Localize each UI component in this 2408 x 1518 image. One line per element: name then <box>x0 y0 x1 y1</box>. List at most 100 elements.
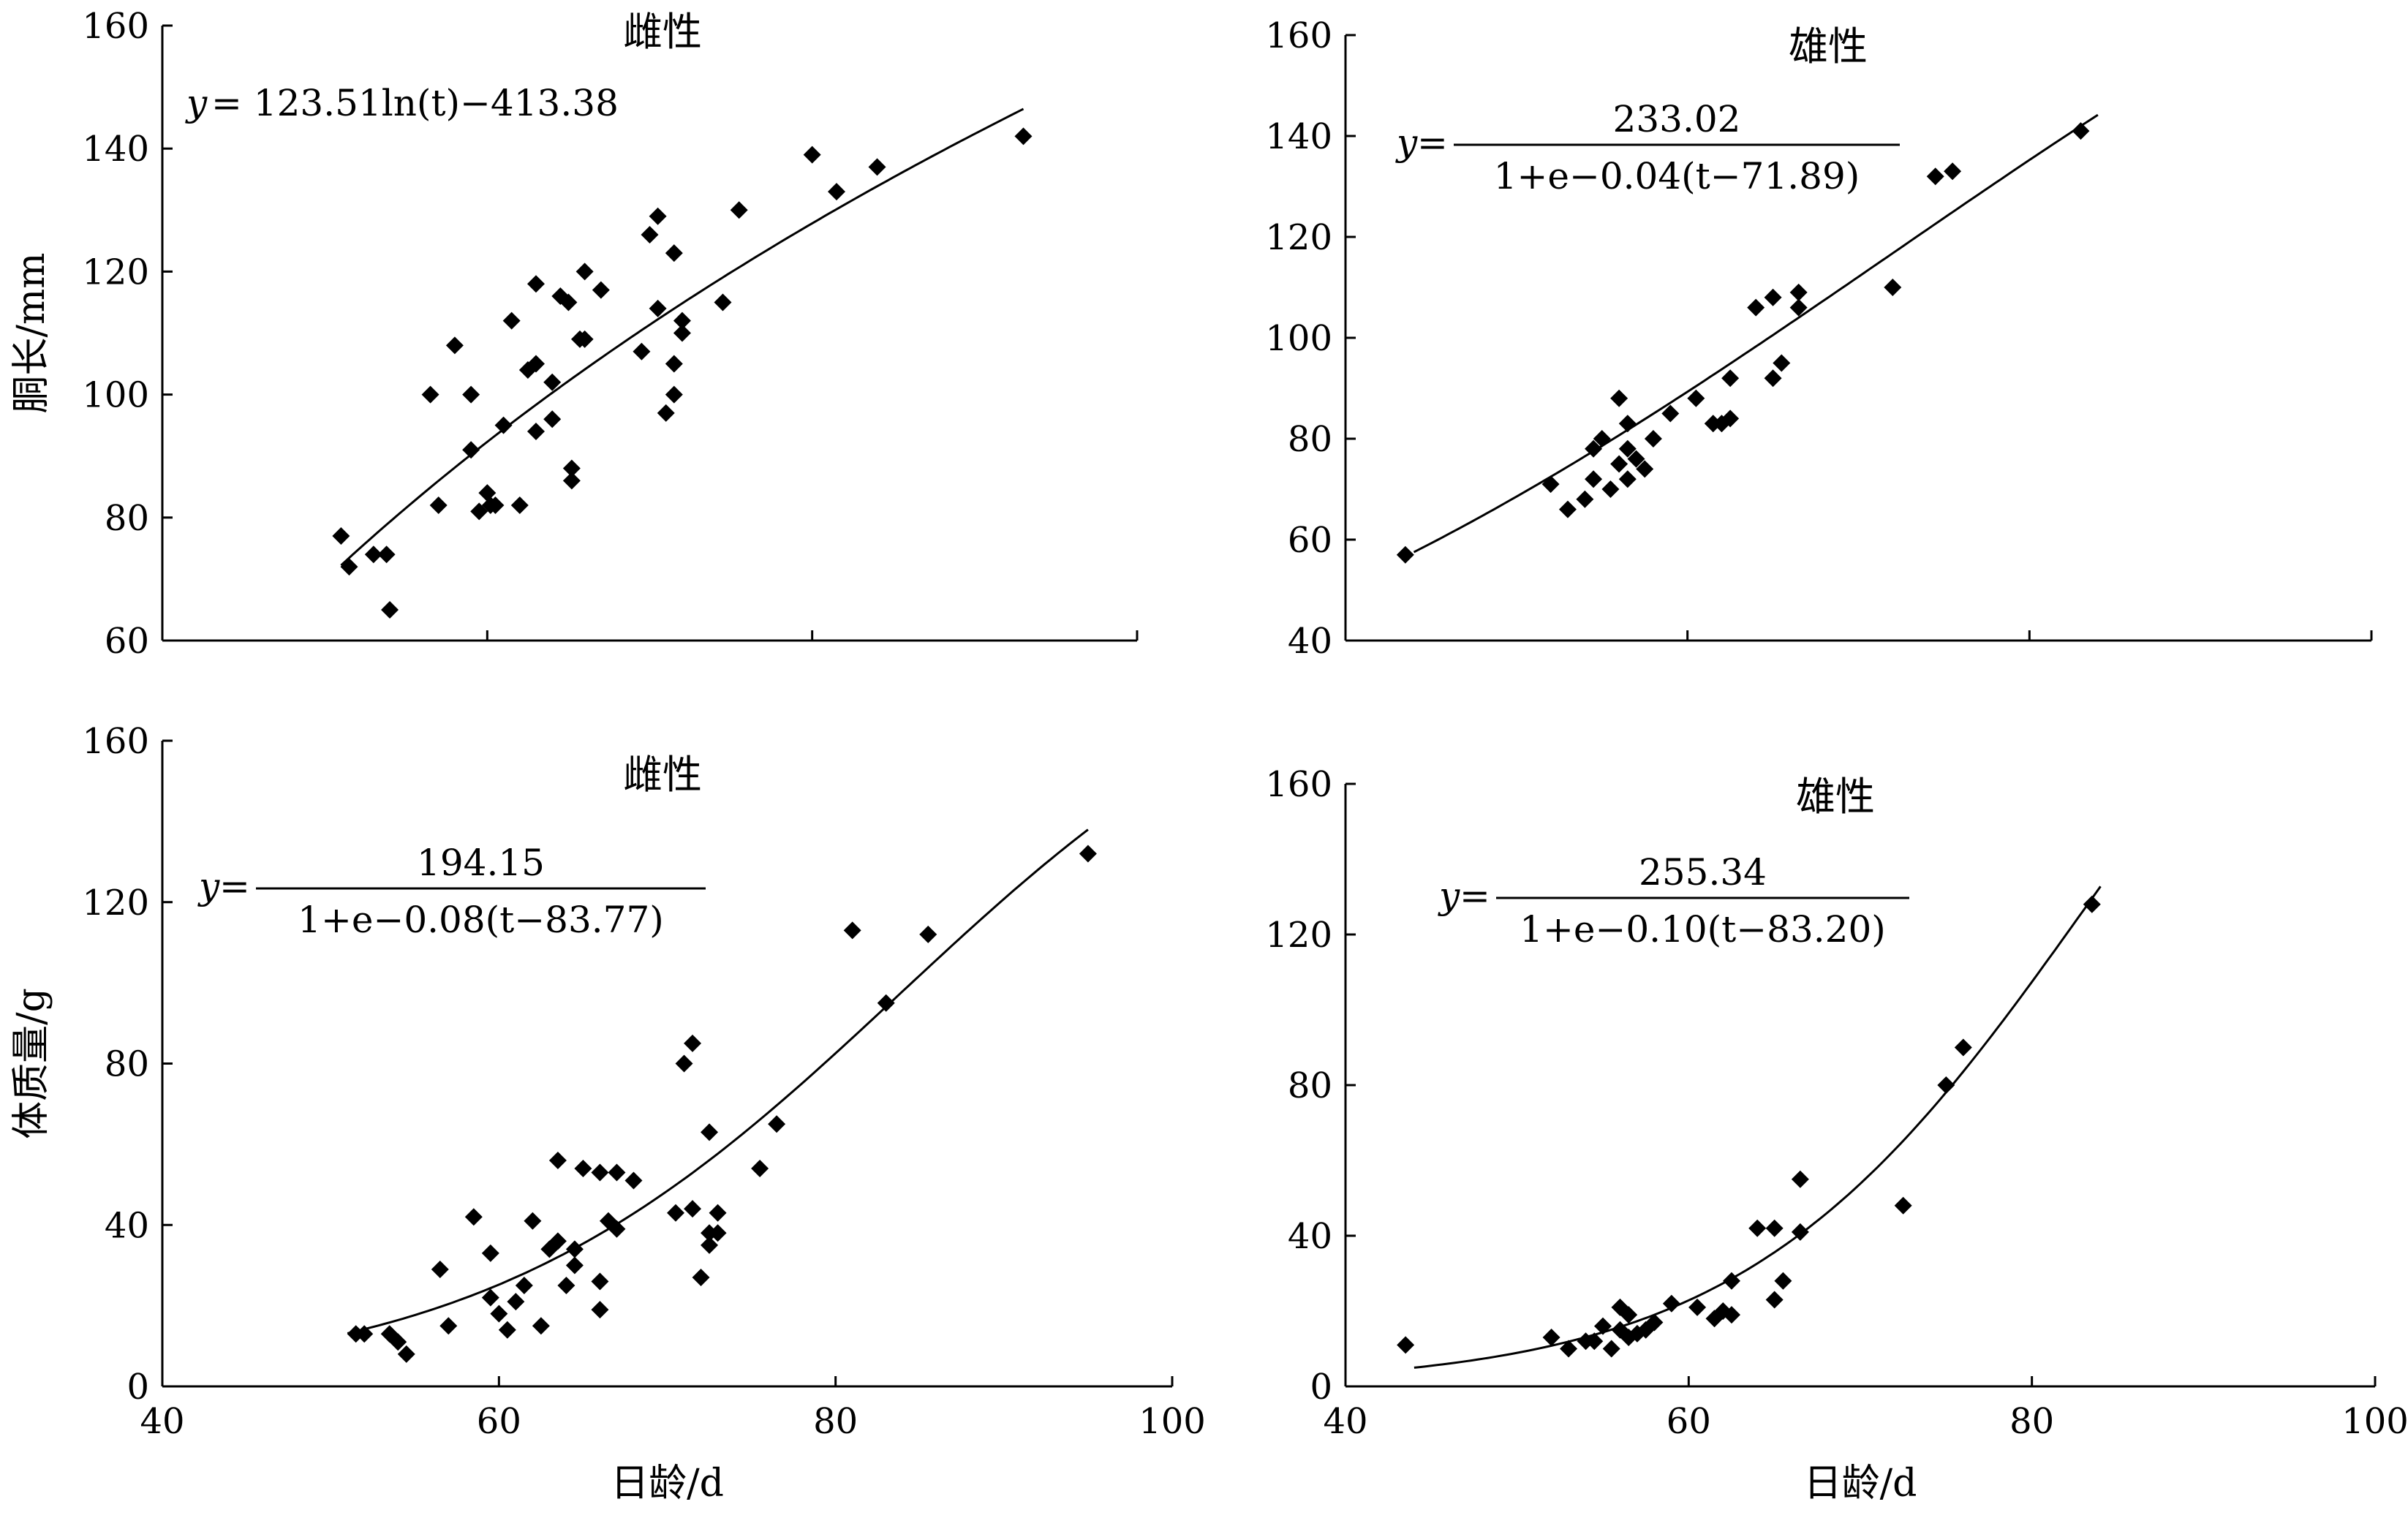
data-point <box>827 183 845 201</box>
data-point <box>575 330 594 348</box>
panel-title: 雌性 <box>623 752 702 798</box>
data-point <box>684 1034 702 1052</box>
equation-numerator: 255.34 <box>1639 851 1767 894</box>
data-point <box>557 1277 575 1295</box>
data-point <box>1789 283 1808 301</box>
data-point <box>675 1054 693 1073</box>
data-point <box>381 600 399 619</box>
data-point <box>608 1163 626 1182</box>
data-point <box>397 1345 415 1363</box>
data-point <box>624 1171 643 1190</box>
data-point <box>340 558 358 576</box>
data-point <box>1618 439 1637 458</box>
y-tick-label: 80 <box>105 498 149 539</box>
equation-rhs: = 123.51ln(t)−413.38 <box>211 82 619 124</box>
data-point <box>526 275 545 293</box>
data-point <box>919 925 937 943</box>
data-point <box>665 355 683 373</box>
data-point <box>1618 415 1637 433</box>
data-point <box>701 1236 719 1254</box>
y-axis-title: 体质量/g <box>10 988 53 1139</box>
data-point <box>526 355 545 373</box>
y-tick-label: 120 <box>1265 217 1332 258</box>
data-point <box>565 1240 584 1258</box>
data-point <box>1721 369 1740 388</box>
data-point <box>641 225 659 243</box>
data-point <box>877 994 895 1012</box>
data-point <box>633 342 651 360</box>
data-point <box>1944 162 1962 181</box>
data-point <box>481 1244 499 1262</box>
data-point <box>1791 1223 1809 1241</box>
data-point <box>1396 545 1414 564</box>
data-point <box>355 1325 374 1343</box>
data-point <box>1542 1329 1560 1347</box>
data-point <box>575 263 594 281</box>
data-point <box>502 311 521 330</box>
y-tick-label: 120 <box>82 252 149 292</box>
x-tick-label: 80 <box>813 1401 858 1442</box>
y-tick-label: 120 <box>1265 915 1332 956</box>
y-tick-label: 80 <box>105 1044 149 1085</box>
data-point <box>507 1293 525 1311</box>
data-point <box>532 1317 550 1335</box>
data-point <box>1397 1336 1415 1354</box>
y-tick-label: 160 <box>82 6 149 47</box>
data-point <box>649 299 667 317</box>
data-point <box>481 1288 499 1307</box>
data-point <box>1585 1332 1604 1351</box>
fit-curve <box>1414 886 2102 1369</box>
data-point <box>730 201 748 219</box>
equation-equals: = <box>1417 121 1448 164</box>
data-point <box>421 385 439 404</box>
data-point <box>803 146 821 164</box>
data-point <box>486 496 505 514</box>
data-point <box>592 281 610 299</box>
data-point <box>649 207 667 225</box>
data-point <box>543 410 562 428</box>
data-point <box>1594 1317 1612 1335</box>
data-point <box>1585 439 1603 458</box>
x-axis-title: 日龄/d <box>611 1462 724 1506</box>
data-point <box>1884 279 1902 296</box>
data-point <box>2083 895 2101 913</box>
data-point <box>1747 298 1765 317</box>
data-point <box>608 1220 626 1238</box>
data-point <box>673 324 691 342</box>
y-tick-label: 160 <box>1265 15 1332 56</box>
y-tick-label: 0 <box>127 1367 149 1408</box>
x-axis-title: 日龄/d <box>1804 1462 1917 1506</box>
x-tick-label: 40 <box>140 1401 184 1442</box>
y-tick-label: 40 <box>1288 621 1332 662</box>
data-point <box>1723 1306 1740 1324</box>
data-point <box>478 484 497 502</box>
y-tick-label: 80 <box>1288 419 1332 460</box>
data-point <box>1558 500 1577 518</box>
data-point <box>591 1163 609 1182</box>
data-point <box>1688 1298 1707 1316</box>
data-point <box>1610 455 1628 473</box>
data-point <box>1723 1272 1740 1290</box>
data-point <box>1645 1313 1664 1332</box>
data-point <box>1627 450 1645 468</box>
data-point <box>462 441 480 459</box>
data-point <box>1601 480 1620 498</box>
data-point <box>1894 1196 1912 1215</box>
data-point <box>1576 490 1594 508</box>
data-point <box>548 1232 567 1250</box>
equation-lhs: y <box>1395 121 1418 164</box>
data-point <box>673 311 691 330</box>
equation-numerator: 233.02 <box>1613 98 1741 140</box>
data-point <box>692 1268 710 1286</box>
data-point <box>657 404 675 422</box>
data-point <box>1541 475 1560 494</box>
data-point <box>490 1304 508 1323</box>
x-tick-label: 100 <box>1139 1401 1206 1442</box>
data-point <box>510 496 529 514</box>
equation-denominator: 1+e−0.04(t−71.89) <box>1494 155 1860 197</box>
fit-curve <box>1413 113 2099 554</box>
data-point <box>429 496 448 514</box>
